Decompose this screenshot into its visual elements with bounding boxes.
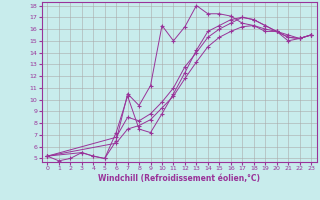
X-axis label: Windchill (Refroidissement éolien,°C): Windchill (Refroidissement éolien,°C) bbox=[98, 174, 260, 183]
